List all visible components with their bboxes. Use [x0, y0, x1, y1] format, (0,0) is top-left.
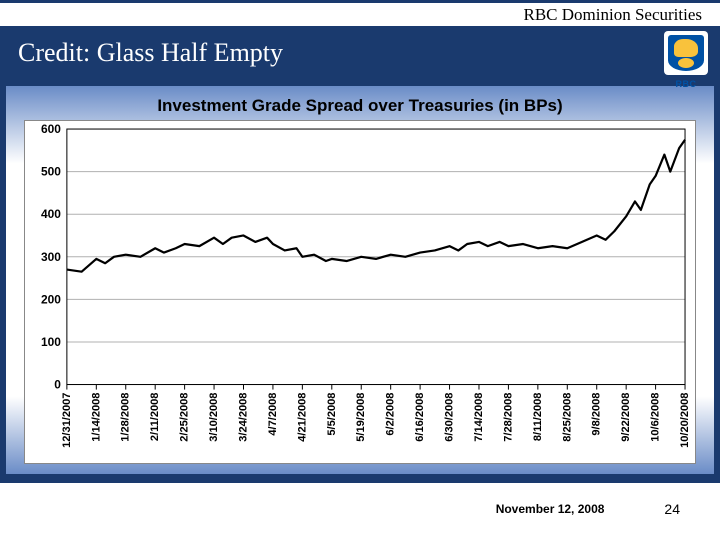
svg-text:300: 300 [41, 250, 61, 264]
svg-text:5/5/2008: 5/5/2008 [326, 393, 338, 436]
lion-icon [674, 39, 698, 57]
svg-text:3/24/2008: 3/24/2008 [238, 393, 250, 442]
svg-text:400: 400 [41, 207, 61, 221]
line-chart-svg: 0 100 200 300 400 500 600 12/31/2007 1/14/2008 1/… [25, 121, 695, 463]
chart-container: Investment Grade Spread over Treasuries … [6, 86, 714, 474]
slide-body: Investment Grade Spread over Treasuries … [0, 80, 720, 480]
svg-text:4/7/2008: 4/7/2008 [267, 393, 279, 436]
svg-text:3/10/2008: 3/10/2008 [208, 393, 220, 442]
svg-text:6/16/2008: 6/16/2008 [414, 393, 426, 442]
shield-icon [668, 35, 704, 71]
svg-text:9/22/2008: 9/22/2008 [620, 393, 632, 442]
svg-text:9/8/2008: 9/8/2008 [591, 393, 603, 436]
globe-icon [678, 58, 694, 68]
svg-text:4/21/2008: 4/21/2008 [296, 393, 308, 442]
svg-text:1/28/2008: 1/28/2008 [120, 393, 132, 442]
logo-label: RBC [676, 79, 697, 89]
svg-text:1/14/2008: 1/14/2008 [90, 393, 102, 442]
header-strip: RBC Dominion Securities [0, 0, 720, 26]
footer-date: November 12, 2008 [496, 502, 605, 516]
svg-text:500: 500 [41, 165, 61, 179]
svg-text:0: 0 [54, 378, 61, 392]
svg-text:7/28/2008: 7/28/2008 [502, 393, 514, 442]
svg-text:8/25/2008: 8/25/2008 [561, 393, 573, 442]
svg-text:2/25/2008: 2/25/2008 [179, 393, 191, 442]
title-bar: Credit: Glass Half Empty RBC [0, 26, 720, 80]
company-name: RBC Dominion Securities [524, 5, 703, 25]
svg-text:7/14/2008: 7/14/2008 [473, 393, 485, 442]
svg-text:12/31/2007: 12/31/2007 [61, 393, 73, 448]
svg-text:8/11/2008: 8/11/2008 [532, 393, 544, 442]
slide-title: Credit: Glass Half Empty [18, 38, 283, 68]
svg-text:2/11/2008: 2/11/2008 [149, 393, 161, 442]
svg-text:6/30/2008: 6/30/2008 [444, 393, 456, 442]
page-number: 24 [664, 501, 680, 517]
footer: November 12, 2008 24 [0, 480, 720, 534]
chart-plot-area: 0 100 200 300 400 500 600 12/31/2007 1/14/2008 1/… [24, 120, 696, 464]
svg-text:6/2/2008: 6/2/2008 [385, 393, 397, 436]
rbc-logo: RBC [664, 31, 708, 75]
svg-text:600: 600 [41, 122, 61, 136]
svg-text:10/20/2008: 10/20/2008 [679, 393, 691, 448]
chart-title: Investment Grade Spread over Treasuries … [24, 96, 696, 116]
svg-text:10/6/2008: 10/6/2008 [650, 393, 662, 442]
svg-text:100: 100 [41, 335, 61, 349]
svg-text:200: 200 [41, 292, 61, 306]
svg-text:5/19/2008: 5/19/2008 [355, 393, 367, 442]
